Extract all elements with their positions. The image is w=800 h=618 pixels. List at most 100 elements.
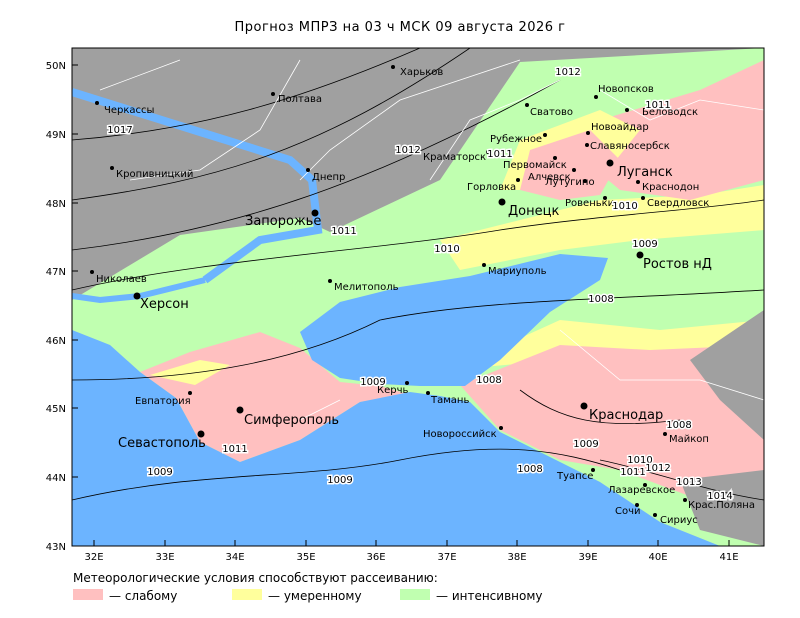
city-label: Черкассы [104,105,154,116]
city-label: Ростов нД [643,257,712,272]
lon-label: 37E [437,552,456,563]
isobar-line [72,48,421,141]
isobar-label: 1008 [666,420,691,431]
city-label: Мариуполь [488,266,547,277]
city-dot [271,92,275,96]
city-label: Майкоп [669,434,709,445]
lat-label: 48N [46,199,66,210]
legend-label: — слабому [109,589,177,603]
city-dot [594,95,598,99]
isobar-line [72,289,764,381]
city-label: Первомайск [503,160,567,171]
city-dot [641,196,645,200]
city-dot [486,150,490,154]
city-label: Днепр [312,172,345,183]
isobar-label: 1008 [588,294,613,305]
city-dot [391,65,395,69]
city-label: Сватово [530,107,573,118]
city-label: Новоайдар [591,122,649,133]
city-dot [643,483,647,487]
isobar-label: 1013 [676,477,701,488]
city-dot [583,179,587,183]
city-label: Кропивницкий [116,169,193,180]
city-label: Рубежное [490,134,542,145]
city-label: Беловодск [642,107,698,118]
lon-label: 41E [719,552,738,563]
city-dot [499,426,503,430]
dnieper [72,88,323,284]
city-dot [553,156,557,160]
city-dot [572,168,576,172]
lon-label: 39E [578,552,597,563]
city-dot [328,279,332,283]
city-dot [426,391,430,395]
city-dot [663,432,667,436]
city-dot [543,133,547,137]
isobar-line [72,79,561,251]
lon-label: 35E [296,552,315,563]
isobar-line [72,48,471,201]
isobar-label: 1009 [360,377,385,388]
isobar-label: 1011 [620,467,645,478]
city-label: Мелитополь [334,282,399,293]
city-label: Луганск [617,165,673,180]
dnieper-mouth [72,277,206,304]
city-dot [653,513,657,517]
zone-moderate [440,185,764,270]
map-area [72,48,764,546]
city-dot [110,166,114,170]
city-dot [603,196,607,200]
city-dot [683,498,687,502]
city-label: Туапсе [556,471,593,482]
city-dot [197,430,205,438]
city-label: Алчевск [528,172,571,183]
city-label: Николаев [96,274,147,285]
city-dot [635,503,639,507]
legend-label: — интенсивному [436,589,543,603]
city-label: Донецк [508,204,559,219]
legend-swatch [232,589,262,600]
city-label: Краснодар [589,408,663,423]
isobar-label: 1009 [327,475,352,486]
isobar-line [599,459,764,501]
lon-label: 33E [155,552,174,563]
city-label: Севастополь [118,436,206,451]
city-label: Евпатория [135,396,191,407]
city-dot [90,270,94,274]
isobar-label: 1010 [627,455,652,466]
city-dot [95,101,99,105]
lon-label: 34E [225,552,244,563]
legend-label: — умеренному [268,589,362,603]
isobar-label: 1010 [434,244,459,255]
land-gray [680,470,764,546]
isobar-label: 1009 [632,239,657,250]
isobar-label: 1014 [707,491,732,502]
city-dot [586,131,590,135]
city-label: Ровеньки [565,198,614,209]
legend-swatch [400,589,430,600]
city-label: Сириус [660,515,698,526]
lat-label: 46N [46,336,66,347]
labels: 50N 49N 48N 47N 46N 45N 44N 43N 32E 33E 34E 35E 36E 3… [46,61,755,563]
city-dot [482,263,486,267]
lat-label: 44N [46,473,66,484]
isobar-label: 1008 [517,464,542,475]
city-dot [311,209,319,217]
city-label: Свердловск [647,198,709,209]
lon-label: 32E [84,552,103,563]
map-title: Прогноз МПРЗ на 03 ч МСК 09 августа 2026… [234,20,565,35]
city-label: Новопсков [598,84,654,95]
city-label: Лутугино [545,177,595,188]
isobars [72,48,764,501]
city-dot [498,198,506,206]
city-label: Крас.Поляна [688,500,755,511]
isobar-label: 1009 [573,439,598,450]
city-dot [606,159,614,167]
city-dot [591,468,595,472]
lat-label: 49N [46,130,66,141]
city-dot [636,251,644,259]
legend-swatch [73,589,103,600]
city-dot [236,406,244,414]
city-label: Лазаревское [608,485,675,496]
